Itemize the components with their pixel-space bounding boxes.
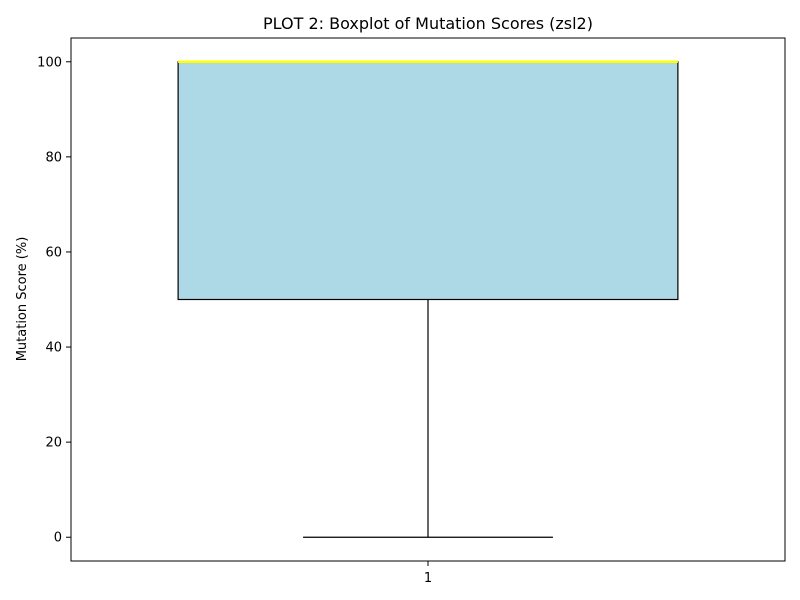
- x-tick-label: 1: [424, 571, 432, 586]
- y-tick-label: 60: [45, 245, 62, 260]
- chart-title: PLOT 2: Boxplot of Mutation Scores (zsl2…: [263, 14, 593, 33]
- y-tick-label: 80: [45, 150, 62, 165]
- y-tick-label: 0: [54, 531, 62, 546]
- y-tick-label: 20: [45, 436, 62, 451]
- box-iqr: [177, 61, 679, 301]
- y-tick-label: 40: [45, 341, 62, 356]
- y-axis-label: Mutation Score (%): [15, 237, 30, 362]
- plot-area: 0 20 40 60 80 100 1: [37, 37, 786, 586]
- y-tick-label: 100: [37, 55, 62, 70]
